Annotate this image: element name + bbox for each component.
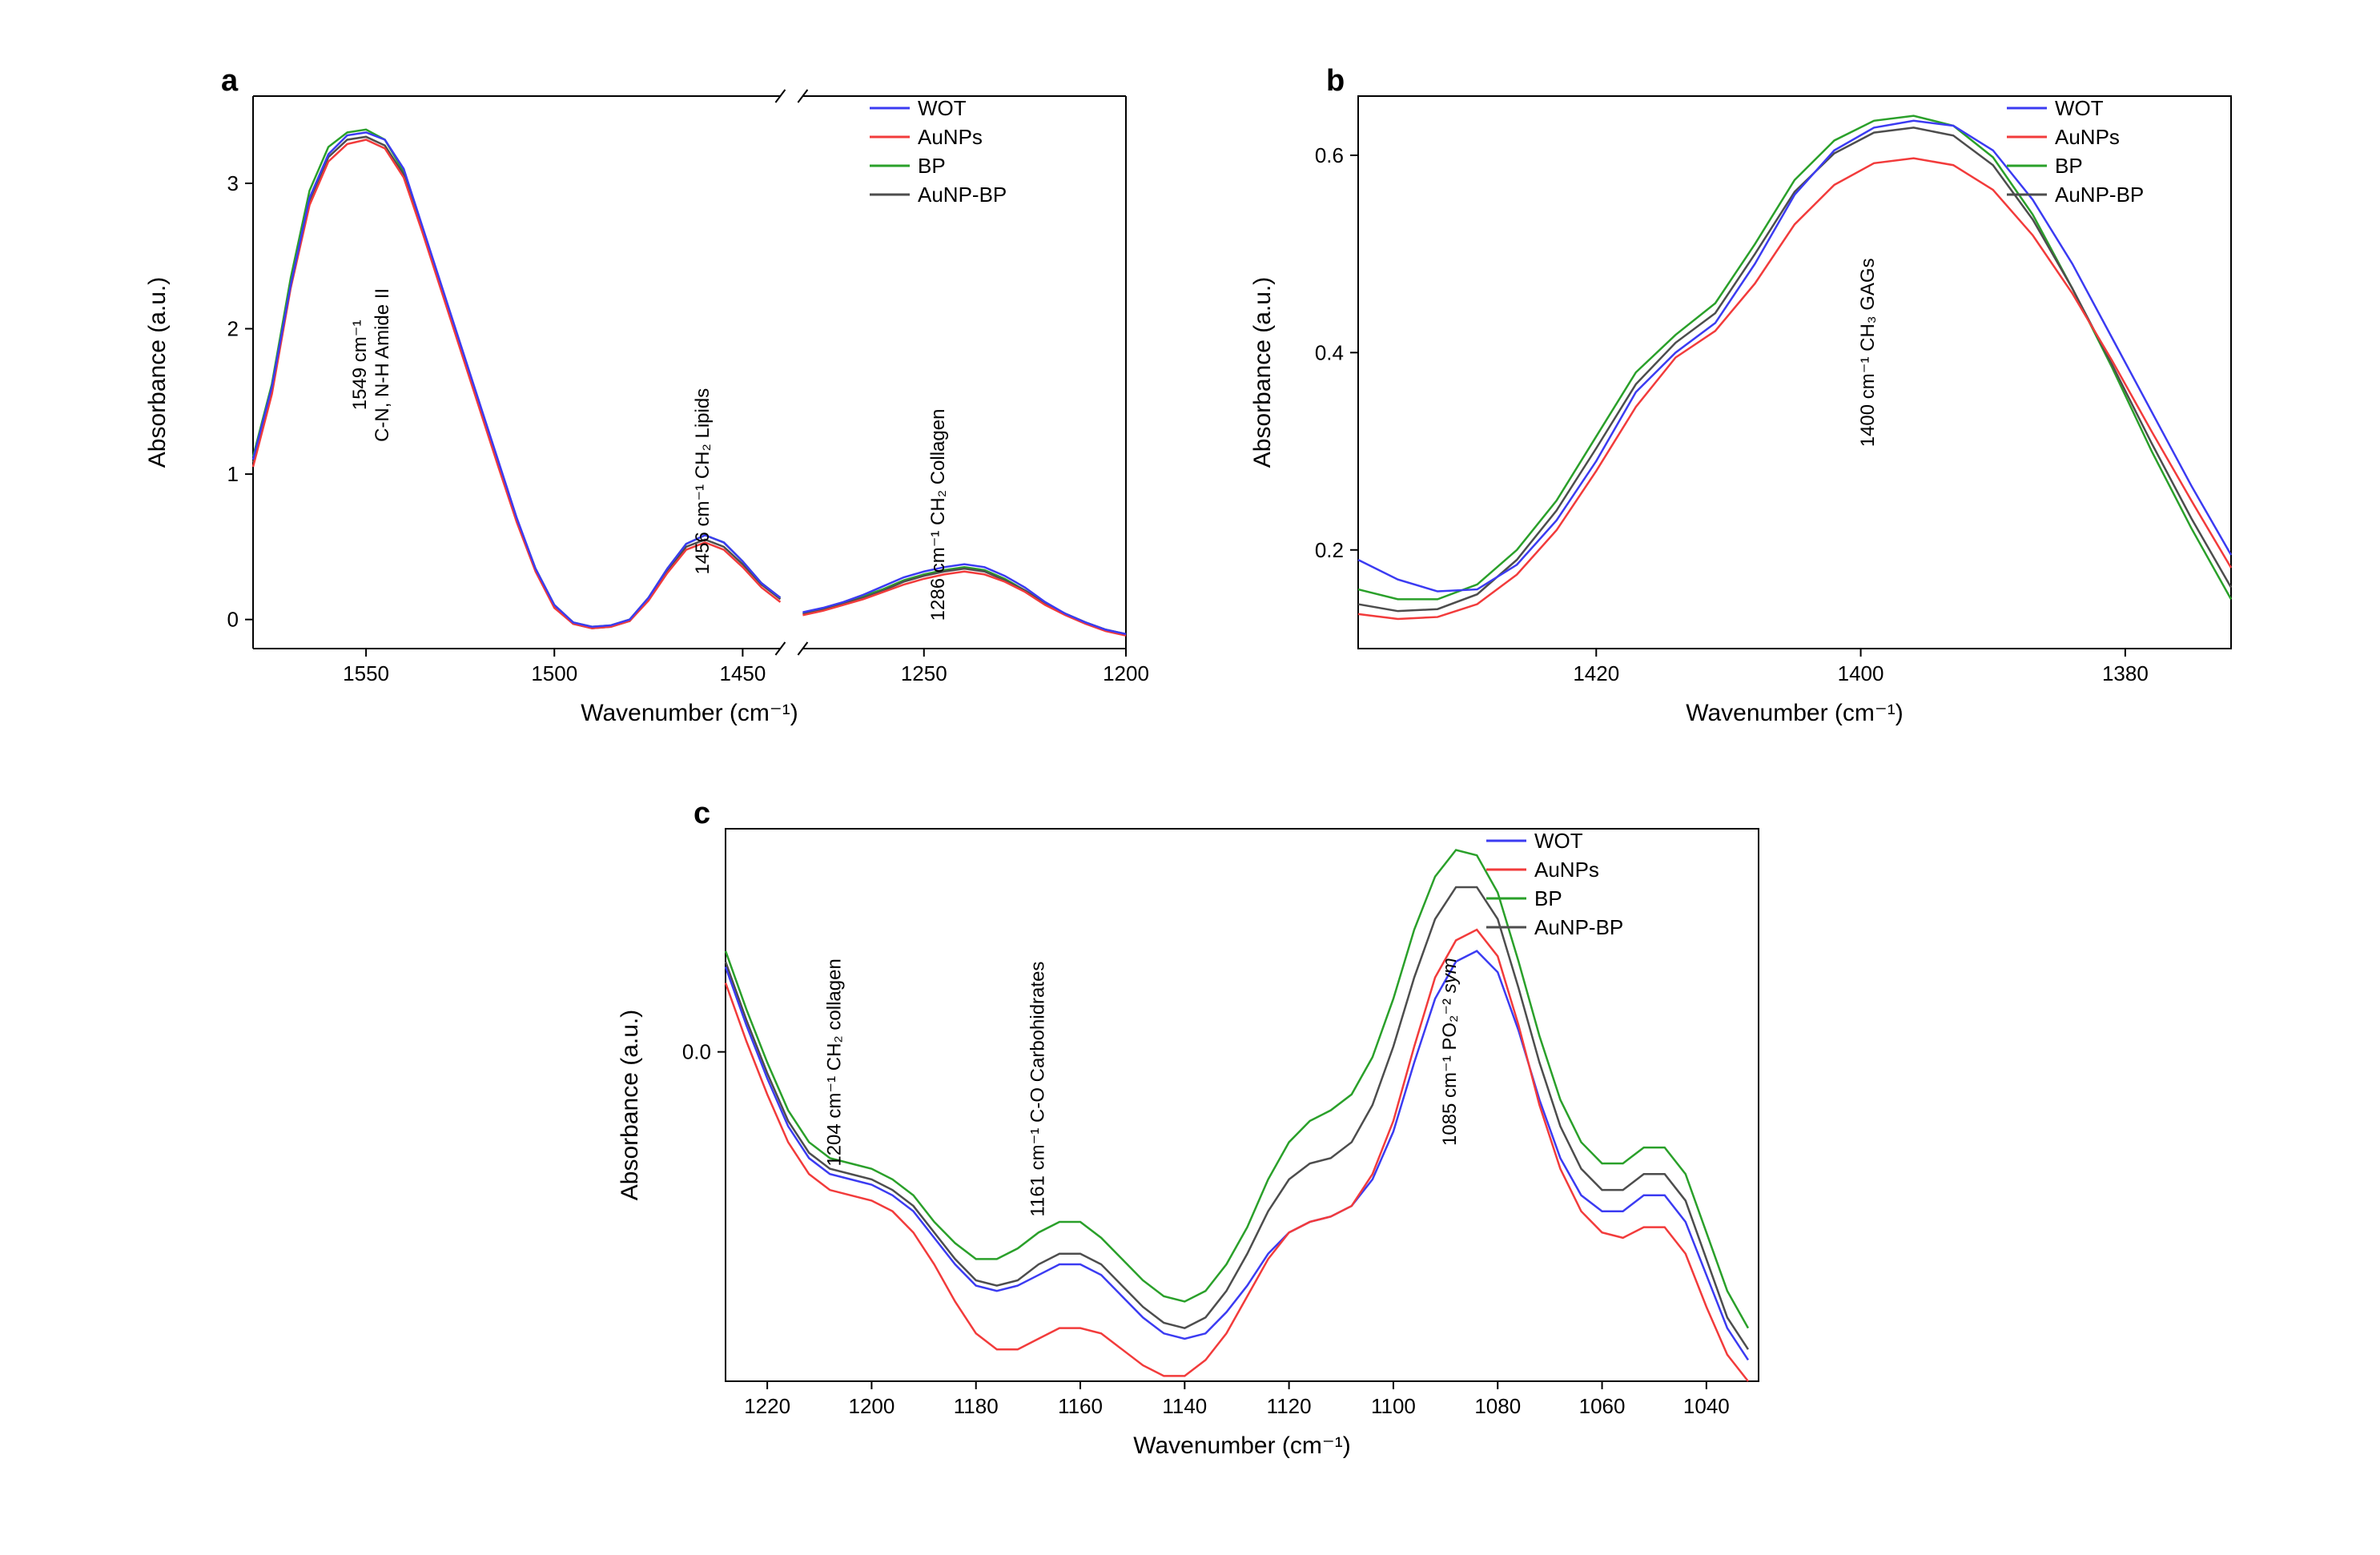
series-AuNPs [1358, 159, 2231, 619]
ytick-label: 0 [227, 608, 239, 632]
xtick-label: 1160 [1058, 1394, 1103, 1418]
xtick-label: 1250 [901, 661, 947, 685]
legend: WOT AuNPs BP AuNP-BP [2007, 96, 2144, 207]
y-axis-title: Absorbance (a.u.) [617, 1010, 643, 1200]
svg-text:C-N, N-H Amide II: C-N, N-H Amide II [372, 288, 393, 442]
annotation: 1286 cm⁻¹ CH₂ Collagen [927, 409, 949, 621]
legend-label-AuNP_BP: AuNP-BP [2055, 183, 2144, 207]
chart-a: 0 1 2 3 1550 1500 1450 1250 1200 Wavenumber (cm⁻¹… [117, 48, 1158, 753]
series-AuNP_BP-right [802, 569, 1126, 634]
xtick-label: 1080 [1474, 1394, 1521, 1418]
legend-label-WOT: WOT [2055, 96, 2104, 120]
series-AuNP_BP [726, 887, 1748, 1349]
panel-a-wrap: a 0 1 2 3 1550 1500 1450 1250 1200 Wavenumber (cm… [117, 48, 1158, 757]
xtick-label: 1550 [343, 661, 389, 685]
xtick-label: 1500 [531, 661, 577, 685]
x-axis-title: Wavenumber (cm⁻¹) [581, 700, 798, 726]
legend-label-BP: BP [2055, 154, 2083, 178]
panel-a-label: a [221, 64, 238, 98]
xtick-label: 1400 [1838, 661, 1884, 685]
row-top: a 0 1 2 3 1550 1500 1450 1250 1200 Wavenumber (cm… [0, 0, 2380, 773]
ytick-label: 3 [227, 171, 239, 195]
annotation-1549: 1549 cm⁻¹C-N, N-H Amide II [349, 288, 393, 442]
legend-label-AuNP_BP: AuNP-BP [918, 183, 1007, 207]
series-WOT-right [802, 565, 1126, 634]
row-bottom: c 0.0 1220 1200 1180 1160 1140 1120 1100 1080 106… [0, 773, 2380, 1537]
xtick-label: 1140 [1162, 1394, 1207, 1418]
xtick-label: 1200 [849, 1394, 895, 1418]
annotation-1161: 1161 cm⁻¹ C-O Carbohidrates [1027, 962, 1048, 1217]
ytick-label: 0.6 [1315, 143, 1344, 167]
axis-right-segment [802, 96, 1126, 649]
panel-c-wrap: c 0.0 1220 1200 1180 1160 1140 1120 1100 1080 106… [589, 781, 1791, 1489]
legend: WOT AuNPs BP AuNP-BP [870, 96, 1007, 207]
y-axis-title: Absorbance (a.u.) [1249, 277, 1276, 468]
legend-label-AuNPs: AuNPs [1534, 858, 1599, 882]
annotation-1400: 1400 cm⁻¹ CH₃ GAGs [1857, 258, 1879, 447]
svg-text:1161 cm⁻¹ C-O Carbohidrates: 1161 cm⁻¹ C-O Carbohidrates [1027, 962, 1048, 1217]
panel-b-label: b [1326, 64, 1345, 98]
annotation: 1456 cm⁻¹ CH₂ Lipids [692, 388, 714, 575]
legend-label-BP: BP [918, 154, 946, 178]
chart-b: 0.2 0.4 0.6 1420 1400 1380 Wavenumber (cm⁻¹) Ab… [1222, 48, 2263, 753]
x-axis-title: Wavenumber (cm⁻¹) [1686, 700, 1903, 726]
xtick-label: 1100 [1371, 1394, 1416, 1418]
series-AuNPs-right [802, 572, 1126, 636]
legend-label-WOT: WOT [1534, 829, 1583, 853]
svg-text:1549 cm⁻¹: 1549 cm⁻¹ [349, 320, 371, 411]
legend-label-AuNP_BP: AuNP-BP [1534, 915, 1623, 939]
legend-label-AuNPs: AuNPs [2055, 125, 2120, 149]
chart-c: 0.0 1220 1200 1180 1160 1140 1120 1100 1080 1060 1… [589, 781, 1791, 1485]
annotation-1204: 1204 cm⁻¹ CH₂ collagen [823, 958, 845, 1166]
xtick-label: 1040 [1683, 1394, 1730, 1418]
ytick-label: 1 [227, 462, 239, 486]
svg-text:1286 cm⁻¹ CH₂ Collagen: 1286 cm⁻¹ CH₂ Collagen [927, 409, 949, 621]
y-axis-title: Absorbance (a.u.) [144, 277, 171, 468]
xtick-label: 1180 [954, 1394, 999, 1418]
xtick-label: 1450 [719, 661, 766, 685]
svg-text:1400 cm⁻¹ CH₃ GAGs: 1400 cm⁻¹ CH₃ GAGs [1857, 258, 1879, 447]
xtick-label: 1200 [1103, 661, 1149, 685]
svg-text:1085 cm⁻¹ PO₂⁻² sym: 1085 cm⁻¹ PO₂⁻² sym [1439, 958, 1461, 1146]
ytick-label: 2 [227, 317, 239, 341]
svg-text:1204 cm⁻¹ CH₂ collagen: 1204 cm⁻¹ CH₂ collagen [823, 958, 845, 1166]
annotation-1085: 1085 cm⁻¹ PO₂⁻² sym [1439, 958, 1461, 1146]
axis-box [726, 829, 1759, 1381]
x-axis-title: Wavenumber (cm⁻¹) [1133, 1432, 1350, 1459]
xtick-label: 1380 [2102, 661, 2149, 685]
xtick-label: 1120 [1267, 1394, 1312, 1418]
ytick-label: 0.2 [1315, 538, 1344, 562]
legend-label-AuNPs: AuNPs [918, 125, 983, 149]
panel-c-label: c [693, 797, 710, 831]
ytick-label: 0.0 [682, 1040, 711, 1064]
legend-label-BP: BP [1534, 886, 1562, 910]
xtick-label: 1420 [1573, 661, 1619, 685]
legend-label-WOT: WOT [918, 96, 967, 120]
xtick-label: 1060 [1579, 1394, 1626, 1418]
panel-b-wrap: b 0.2 0.4 0.6 1420 1400 1380 Wavenumber (cm⁻¹)… [1222, 48, 2263, 757]
svg-text:1456 cm⁻¹ CH₂ Lipids: 1456 cm⁻¹ CH₂ Lipids [692, 388, 714, 575]
xtick-label: 1220 [744, 1394, 790, 1418]
ytick-label: 0.4 [1315, 340, 1344, 364]
